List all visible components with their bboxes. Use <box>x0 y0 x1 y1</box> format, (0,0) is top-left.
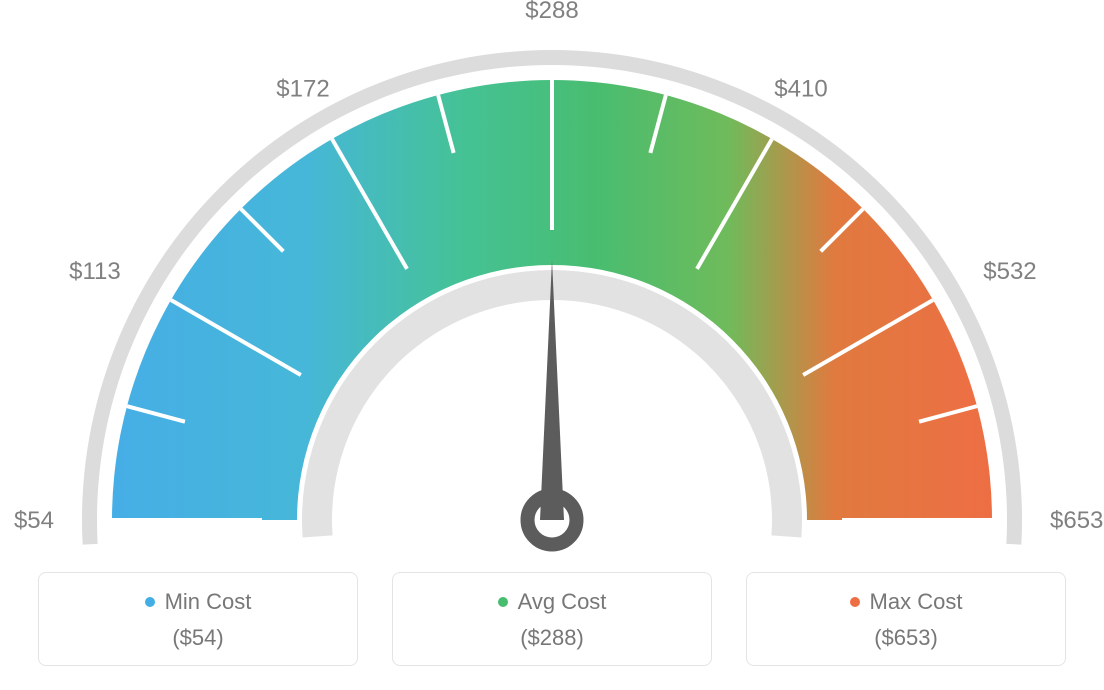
legend-row: Min Cost ($54) Avg Cost ($288) Max Cost … <box>0 572 1104 666</box>
legend-card-avg: Avg Cost ($288) <box>392 572 712 666</box>
legend-label-avg: Avg Cost <box>518 589 607 615</box>
legend-dot-avg <box>498 597 508 607</box>
gauge-tick-label: $54 <box>14 507 54 534</box>
legend-value-avg: ($288) <box>413 625 691 651</box>
legend-title-min: Min Cost <box>145 589 252 615</box>
legend-label-max: Max Cost <box>870 589 963 615</box>
legend-title-max: Max Cost <box>850 589 963 615</box>
gauge-svg: $54 $113 $172 $288 $410 $532 $653 <box>0 0 1104 560</box>
gauge-chart: $54 $113 $172 $288 $410 $532 $653 <box>0 0 1104 560</box>
legend-card-min: Min Cost ($54) <box>38 572 358 666</box>
gauge-tick-label: $653 <box>1050 507 1103 534</box>
legend-value-min: ($54) <box>59 625 337 651</box>
gauge-tick-label: $288 <box>525 0 578 24</box>
legend-card-max: Max Cost ($653) <box>746 572 1066 666</box>
gauge-tick-label: $532 <box>983 258 1036 285</box>
legend-dot-max <box>850 597 860 607</box>
gauge-tick-label: $172 <box>276 76 329 103</box>
legend-value-max: ($653) <box>767 625 1045 651</box>
legend-title-avg: Avg Cost <box>498 589 607 615</box>
legend-label-min: Min Cost <box>165 589 252 615</box>
gauge-tick-label: $410 <box>774 76 827 103</box>
legend-dot-min <box>145 597 155 607</box>
gauge-tick-label: $113 <box>69 258 121 285</box>
